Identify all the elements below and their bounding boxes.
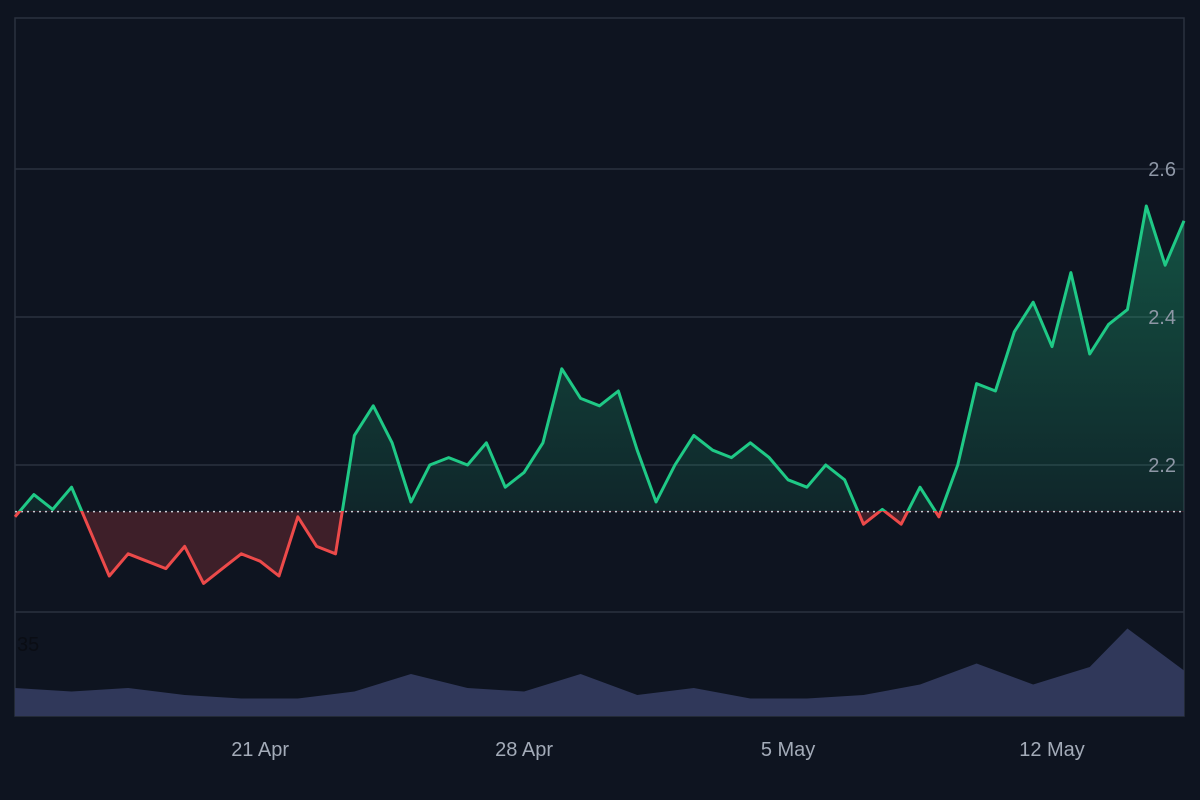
y-tick-label: 2.4 bbox=[1148, 307, 1176, 329]
x-tick-label: 21 Apr bbox=[231, 739, 289, 761]
x-tick-label: 12 May bbox=[1019, 739, 1085, 761]
price-line-up bbox=[17, 204, 1186, 511]
axis-labels: 2.2 2.4 2.6 21 Apr 28 Apr 5 May 12 May bbox=[231, 159, 1176, 761]
y-tick-label: 2.2 bbox=[1148, 455, 1176, 477]
volume-series bbox=[15, 628, 1184, 716]
price-series bbox=[13, 204, 1186, 585]
y-tick-label: 2.6 bbox=[1148, 159, 1176, 181]
volume-area bbox=[15, 628, 1184, 716]
x-tick-label: 28 Apr bbox=[495, 739, 553, 761]
price-area-up bbox=[19, 206, 1184, 511]
price-line-down bbox=[13, 511, 943, 585]
x-tick-label: 5 May bbox=[761, 739, 815, 761]
volume-scale-label: 35 bbox=[17, 634, 39, 656]
